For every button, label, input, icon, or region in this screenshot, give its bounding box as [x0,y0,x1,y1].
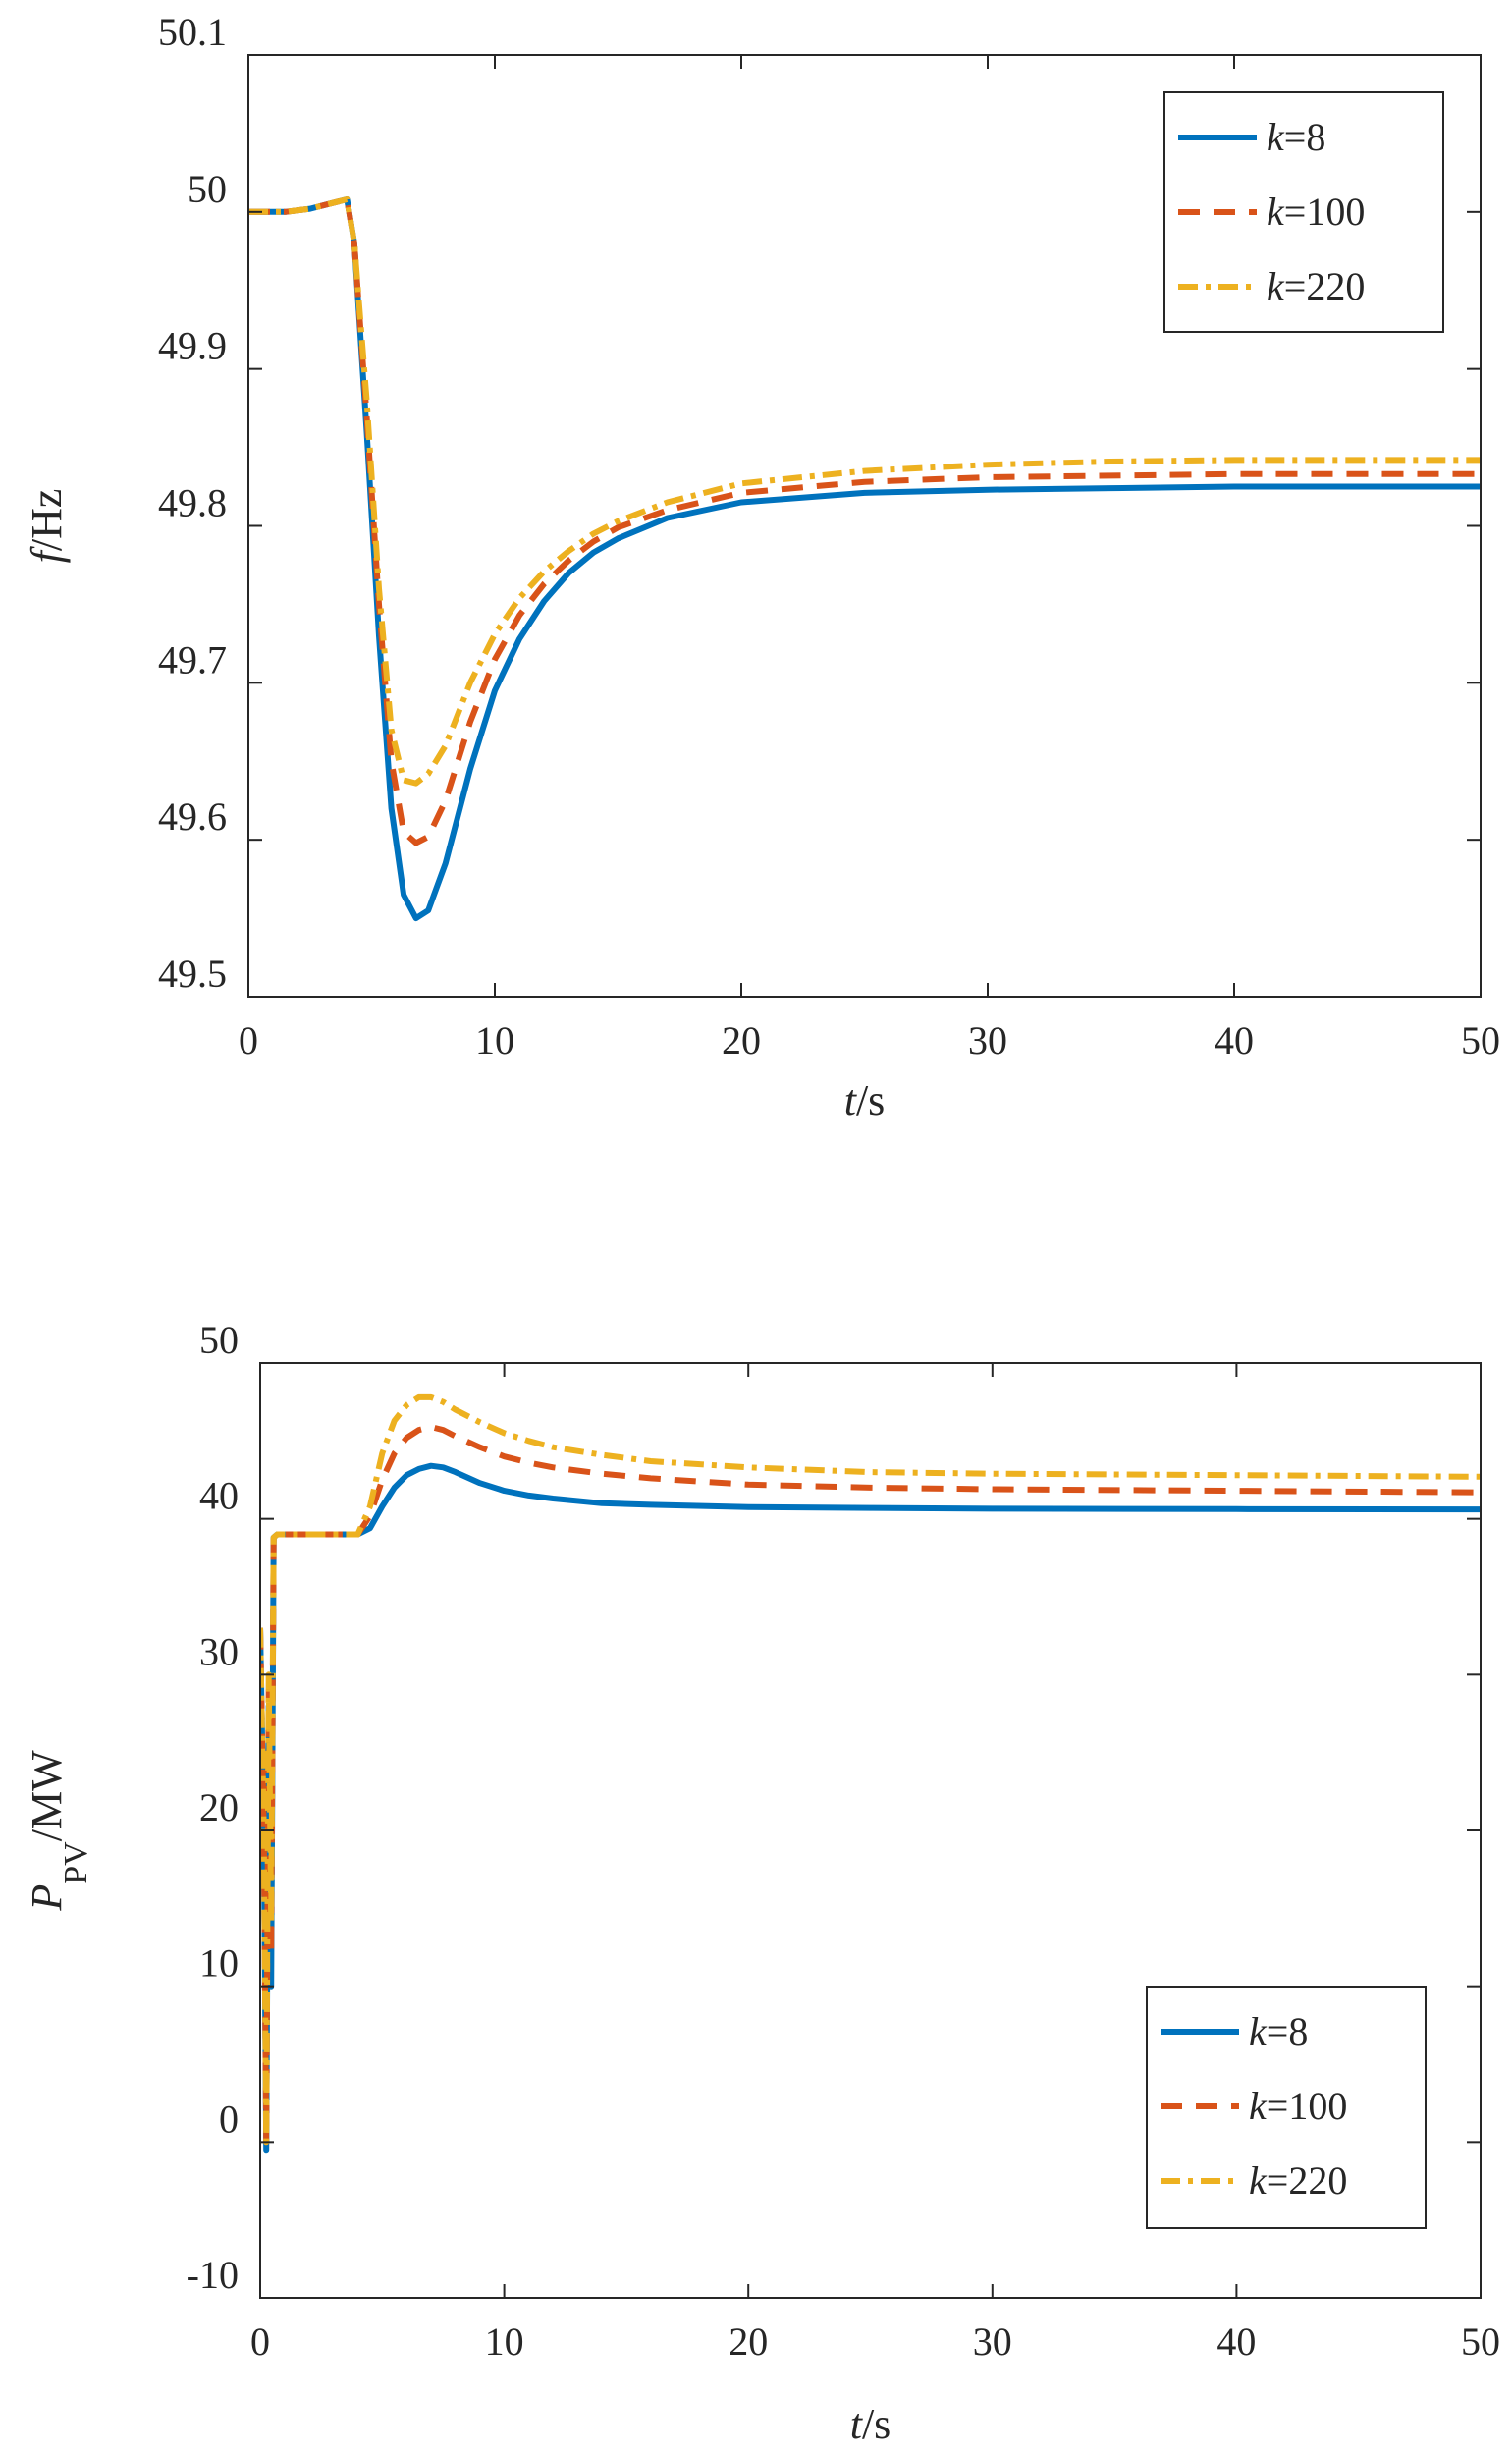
legend-box [1146,1986,1427,2229]
legend-entry-label: k=220 [1267,264,1365,308]
legend: k=8 k=100 k=220 [1146,1986,1427,2229]
y-tick-label: 49.6 [158,794,227,839]
legend-entry-label: k=220 [1249,2158,1347,2203]
legend-box [1163,91,1444,333]
y-axis-label: PPV/MW [23,1750,94,1912]
legend-entry-label: k=100 [1249,2084,1347,2128]
x-tick-label: 20 [729,2319,768,2364]
x-tick-label: 50 [1461,1018,1500,1063]
y-tick-label: 50.1 [158,10,227,54]
x-axis-label: t/s [844,1076,886,1124]
x-tick-label: 40 [1215,1018,1254,1063]
y-tick-label: 49.5 [158,952,227,996]
y-tick-label: 40 [199,1474,239,1518]
y-tick-label: 20 [199,1785,239,1829]
y-tick-label: 50 [188,167,227,211]
x-tick-label: 40 [1216,2319,1256,2364]
y-tick-label: 50 [199,1318,239,1362]
y-tick-label: 0 [219,2097,239,2141]
x-tick-label: 10 [485,2319,524,2364]
x-tick-label: 30 [968,1018,1007,1063]
series-lines [248,196,1481,922]
y-axis-label: f/Hz [23,489,71,564]
x-tick-label: 50 [1461,2319,1500,2364]
series-line-k-220 [248,196,1481,787]
x-tick-label: 0 [250,2319,270,2364]
y-tick-label: 10 [199,1941,239,1986]
y-tick-label: 49.9 [158,324,227,368]
series-lines [260,1393,1481,2154]
legend-entry-label: k=8 [1267,115,1325,159]
x-tick-label: 20 [722,1018,761,1063]
legend: k=8 k=100 k=220 [1163,91,1444,333]
legend-entry-label: k=100 [1267,190,1365,234]
legend-entry-label: k=8 [1249,2009,1308,2053]
y-tick-label: -10 [187,2253,239,2297]
x-axis-label: t/s [850,2400,891,2448]
y-tick-label: 49.8 [158,481,227,525]
y-tick-label: 30 [199,1629,239,1673]
x-tick-label: 0 [239,1018,258,1063]
series-line-k-100 [260,1424,1481,2146]
frequency-chart: 0 10 20 30 40 50 49.5 49.6 49.7 49.8 49.9 50 50.1 t/s… [23,10,1500,1124]
pv-power-chart: 0 10 20 30 40 50-1001020304050t/sPPV/MWk=8k=1… [23,1318,1500,2448]
y-tick-label: 49.7 [158,637,227,682]
x-tick-label: 30 [973,2319,1012,2364]
x-tick-label: 10 [475,1018,514,1063]
